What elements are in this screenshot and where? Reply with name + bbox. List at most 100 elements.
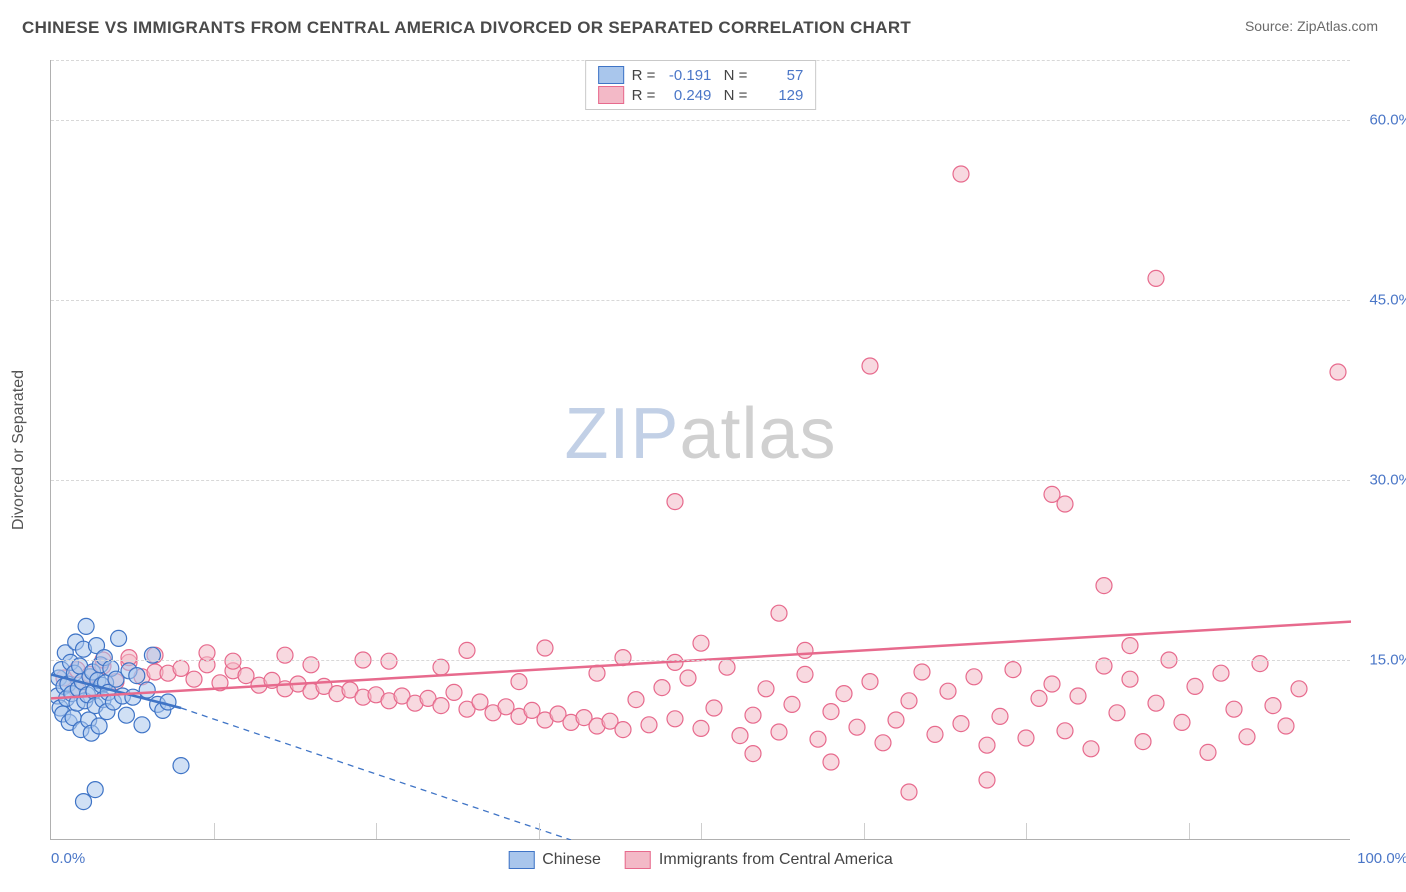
scatter-point [1200,744,1216,760]
scatter-point [433,659,449,675]
legend-swatch-0 [598,66,624,84]
scatter-point [459,642,475,658]
scatter-point [784,696,800,712]
legend-bottom-label-0: Chinese [542,851,601,869]
scatter-point [940,683,956,699]
scatter-point [953,166,969,182]
scatter-point [615,722,631,738]
scatter-point [173,660,189,676]
scatter-point [199,645,215,661]
scatter-point [1226,701,1242,717]
scatter-point [862,358,878,374]
source-attribution: Source: ZipAtlas.com [1245,18,1378,34]
scatter-point [771,605,787,621]
scatter-point [901,693,917,709]
n-label: N = [719,67,747,84]
y-tick-label: 15.0% [1369,652,1406,669]
scatter-point [797,666,813,682]
x-tick-mark [214,823,215,839]
scatter-point [433,698,449,714]
chart-header: CHINESE VS IMMIGRANTS FROM CENTRAL AMERI… [0,0,1406,38]
x-tick-mark [1189,823,1190,839]
scatter-point [511,674,527,690]
scatter-point [823,704,839,720]
scatter-point [745,707,761,723]
scatter-point [654,680,670,696]
gridline-h [51,300,1350,301]
scatter-point [888,712,904,728]
x-tick-mark [701,823,702,839]
legend-swatch-1 [598,86,624,104]
legend-row-1: R = 0.249 N = 129 [598,85,804,105]
scatter-point [901,784,917,800]
scatter-point [134,717,150,733]
scatter-point [1070,688,1086,704]
r-label: R = [632,87,656,104]
scatter-point [381,653,397,669]
scatter-point [1239,729,1255,745]
scatter-point [914,664,930,680]
n-value-0: 57 [755,67,803,84]
legend-item-1: Immigrants from Central America [625,851,893,869]
scatter-point [1044,676,1060,692]
scatter-point [667,494,683,510]
scatter-point [1252,656,1268,672]
n-value-1: 129 [755,87,803,104]
scatter-point [862,674,878,690]
gridline-h [51,120,1350,121]
scatter-point [1096,578,1112,594]
scatter-point [1213,665,1229,681]
scatter-svg [51,60,1351,840]
scatter-point [76,794,92,810]
chart-title: CHINESE VS IMMIGRANTS FROM CENTRAL AMERI… [22,18,911,38]
legend-item-0: Chinese [508,851,601,869]
y-tick-label: 60.0% [1369,112,1406,129]
legend-bottom-label-1: Immigrants from Central America [659,851,893,869]
scatter-point [78,618,94,634]
scatter-point [693,635,709,651]
x-tick-mark [539,823,540,839]
n-label: N = [719,87,747,104]
scatter-point [1330,364,1346,380]
scatter-point [979,737,995,753]
scatter-point [1278,718,1294,734]
scatter-point [186,671,202,687]
scatter-point [979,772,995,788]
legend-bottom-swatch-1 [625,851,651,869]
scatter-point [810,731,826,747]
x-max-tick: 100.0% [1357,850,1406,867]
scatter-point [693,720,709,736]
scatter-point [1265,698,1281,714]
r-label: R = [632,67,656,84]
scatter-point [173,758,189,774]
scatter-point [1031,690,1047,706]
scatter-point [992,708,1008,724]
scatter-point [1148,695,1164,711]
source-name: ZipAtlas.com [1297,18,1378,34]
scatter-point [1291,681,1307,697]
scatter-point [1135,734,1151,750]
scatter-point [225,653,241,669]
source-prefix: Source: [1245,18,1297,34]
scatter-point [87,782,103,798]
r-value-0: -0.191 [663,67,711,84]
scatter-point [797,642,813,658]
scatter-point [641,717,657,733]
scatter-point [771,724,787,740]
r-value-1: 0.249 [663,87,711,104]
plot-region: Divorced or Separated ZIPatlas R = -0.19… [50,60,1350,840]
scatter-point [849,719,865,735]
scatter-point [1057,496,1073,512]
scatter-point [836,686,852,702]
scatter-point [823,754,839,770]
scatter-point [472,694,488,710]
scatter-point [1057,723,1073,739]
scatter-point [1122,638,1138,654]
scatter-point [667,711,683,727]
correlation-legend: R = -0.191 N = 57 R = 0.249 N = 129 [585,60,817,110]
scatter-point [628,692,644,708]
scatter-point [1174,714,1190,730]
scatter-point [446,684,462,700]
scatter-point [966,669,982,685]
scatter-point [875,735,891,751]
